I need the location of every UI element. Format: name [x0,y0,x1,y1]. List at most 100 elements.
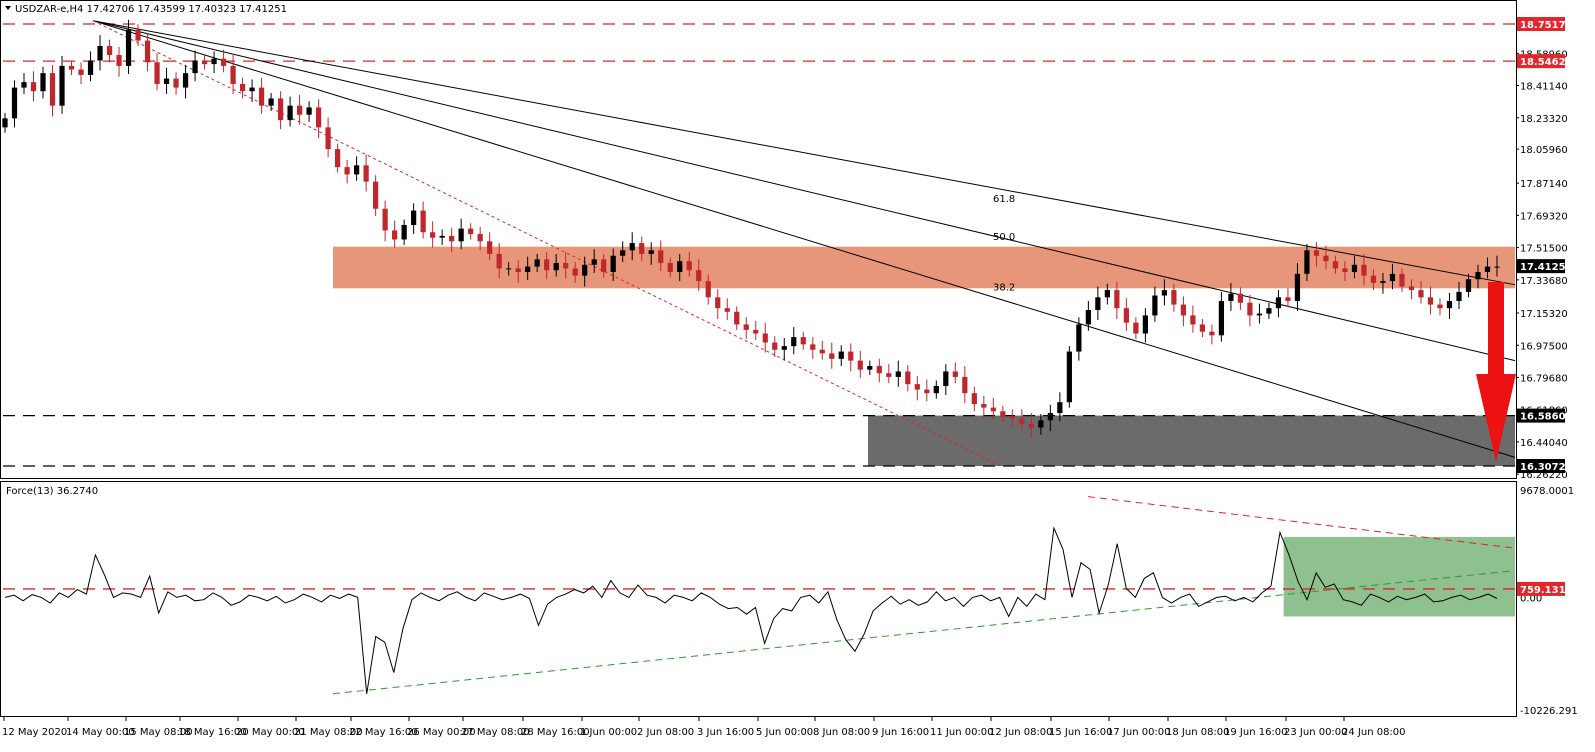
candle-29 [277,91,284,130]
time-tick-label: 15 May 08:00 [124,727,193,738]
candle-53 [506,262,512,276]
candle-105 [1000,405,1006,423]
candle-59 [563,252,569,279]
candle-95 [905,365,911,392]
candle-106 [1009,409,1015,428]
candle-38 [363,154,369,192]
candle-115 [1095,286,1101,320]
candle-121 [1152,286,1158,322]
force-tick-label: 0.00 [1520,593,1542,604]
svg-text:17.41251: 17.41251 [1520,262,1573,273]
candle-88 [838,345,844,367]
candle-57 [544,252,550,280]
svg-text:16.58600: 16.58600 [1520,412,1573,423]
candle-75 [715,289,721,320]
time-tick-label: 27 May 08:00 [461,727,530,738]
candle-69 [658,240,664,272]
candle-87 [829,342,835,369]
candle-40 [382,200,388,242]
candle-139 [1323,245,1329,270]
candle-80 [762,322,768,353]
candle-83 [791,327,797,355]
candle-144 [1370,269,1377,291]
time-tick-label: 28 May 16:00 [521,727,590,738]
time-tick-label: 18 May 16:00 [178,727,247,738]
time-tick-label: 14 May 00:00 [66,727,135,738]
candle-89 [848,343,854,372]
candle-92 [876,358,882,383]
force-header: Force(13) 36.2740 [6,486,98,497]
support-zone [868,415,1515,466]
candle-0 [2,112,8,133]
candle-97 [924,379,930,402]
symbol-header: USDZAR-e,H4 17.42706 17.43599 17.40323 1… [15,4,287,15]
fib-fan-line-0 [92,20,1516,286]
price-tick-label: 18.41140 [1520,82,1568,93]
candle-126 [1199,319,1206,338]
candle-91 [867,360,873,376]
candle-146 [1389,263,1396,290]
price-tick-label: 17.87140 [1520,179,1568,190]
time-tick-label: 12 Jun 08:00 [989,727,1053,738]
candle-129 [1228,282,1234,311]
candle-154 [1465,273,1472,298]
candle-3 [30,71,37,102]
candle-22 [211,51,217,74]
time-tick-label: 5 Jun 00:00 [756,727,813,738]
candle-149 [1418,281,1424,304]
fib-label-38.2: 38.2 [993,282,1015,293]
price-tick-label: 18.05960 [1520,145,1568,156]
candle-27 [258,77,265,114]
dropdown-triangle-icon[interactable] [5,6,11,10]
price-tag-1: 18.54620 [1517,54,1573,68]
time-tick-label: 9 Jun 16:00 [872,727,929,738]
candle-63 [601,253,607,278]
candle-145 [1380,272,1386,294]
candle-102 [971,386,977,412]
candle-81 [772,336,778,358]
svg-text:18.75170: 18.75170 [1520,20,1573,31]
price-tag-2: 17.41251 [1517,259,1573,274]
candle-74 [705,274,711,305]
candle-141 [1342,261,1348,282]
candle-4 [40,66,46,99]
time-tick-label: 26 May 00:00 [407,727,476,738]
candle-78 [743,317,749,339]
candle-128 [1218,291,1225,342]
force-tick-label: 9678.0001 [1520,486,1574,497]
candle-143 [1361,253,1367,286]
time-tick-label: 21 May 08:00 [294,727,363,738]
candle-153 [1456,281,1462,310]
candle-56 [534,253,540,273]
candle-39 [373,175,379,216]
candle-114 [1085,300,1091,331]
candle-26 [249,79,255,103]
candle-142 [1351,255,1358,279]
svg-text:18.54620: 18.54620 [1520,57,1573,68]
candle-62 [591,249,597,273]
candle-18 [173,72,179,95]
force-tick-label: -10226.291 [1520,706,1578,717]
candle-64 [610,248,616,282]
candle-157 [1494,255,1500,277]
candle-8 [78,62,84,84]
price-tick-label: 17.33680 [1520,276,1568,287]
candle-84 [800,331,806,350]
candle-20 [192,50,198,82]
candle-131 [1247,294,1253,327]
candle-90 [857,350,863,378]
price-tick-label: 16.44040 [1520,438,1568,449]
candle-125 [1190,305,1196,333]
candle-34 [325,117,331,158]
candle-45 [430,221,436,248]
candle-44 [420,201,426,239]
candle-30 [287,96,293,127]
candle-120 [1142,308,1148,343]
time-tick-label: 3 Jun 16:00 [697,727,754,738]
candle-65 [620,241,626,263]
candle-61 [582,256,588,287]
candle-66 [629,232,635,261]
time-tick-label: 23 Jun 00:00 [1284,727,1348,738]
time-tick-label: 15 Jun 16:00 [1049,727,1113,738]
